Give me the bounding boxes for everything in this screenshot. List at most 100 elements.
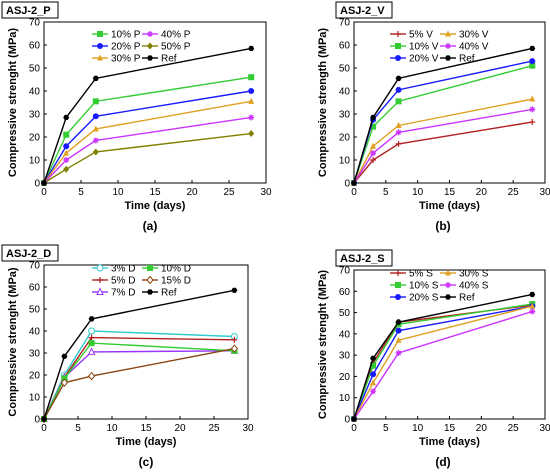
legend-label: 30% V [459, 30, 489, 41]
series-line [353, 310, 533, 420]
series-15-d [40, 344, 239, 424]
data-point [370, 355, 377, 361]
legend-swatch-marker [395, 294, 401, 300]
data-point [63, 157, 70, 163]
legend-swatch-marker [146, 275, 154, 285]
legend-label: 7% D [111, 288, 135, 299]
chart-title-border [1, 1, 59, 19]
data-point [351, 416, 357, 422]
series-line [353, 303, 533, 420]
data-point [370, 114, 377, 121]
y-tick-label: 40 [29, 327, 41, 338]
x-tick-label: 15 [444, 423, 456, 434]
y-tick-label: 0 [34, 415, 40, 426]
x-tick-label: 10 [412, 187, 424, 198]
legend-item: 5% S [390, 269, 433, 280]
data-point [63, 131, 70, 138]
series-line [353, 47, 533, 184]
legend-item: 15% D [142, 276, 191, 287]
legend-item: 40% V [440, 42, 489, 53]
x-tick-label: 25 [508, 187, 520, 198]
panel-label: (d) [435, 455, 450, 469]
data-point [395, 327, 402, 334]
chart-title-border [335, 249, 393, 267]
x-tick-label: 20 [174, 423, 186, 434]
chart-title: ASJ-2_V [340, 5, 385, 17]
y-tick-label: 0 [34, 179, 40, 190]
data-point [88, 316, 95, 322]
data-point [370, 362, 377, 369]
legend-swatch-marker [395, 55, 401, 61]
series-line [353, 305, 533, 420]
data-point [395, 75, 402, 81]
legend-label: Ref [161, 288, 177, 299]
legend-label: 40% S [459, 281, 489, 292]
legend-item: Ref [440, 293, 475, 304]
legend-swatch-marker [147, 289, 153, 295]
data-point [395, 129, 402, 136]
y-tick-label: 10 [29, 393, 41, 404]
x-tick-label: 30 [260, 187, 272, 198]
legend-swatch-marker [147, 55, 153, 61]
legend-item: 10% D [142, 264, 191, 275]
legend-swatch-marker [147, 265, 153, 271]
series-line [353, 98, 533, 184]
data-point [61, 375, 68, 382]
legend-label: 30% S [459, 269, 489, 280]
data-point [395, 319, 402, 325]
data-point [248, 74, 255, 81]
panel-label: (c) [139, 455, 154, 469]
series-line [43, 47, 252, 184]
legend-item: 20% P [92, 42, 141, 53]
series-line [43, 90, 252, 184]
y-tick-label: 20 [339, 133, 351, 144]
panel-2: 0 5 10 15 20 25 30 0 10 20 30 40 50 60 70 Time (days) Co… [317, 1, 550, 233]
legend-label: Ref [459, 293, 475, 304]
series-line [353, 121, 533, 184]
data-point [63, 165, 70, 173]
x-tick-label: 15 [149, 187, 161, 198]
legend-swatch-marker [395, 43, 401, 49]
data-point [370, 157, 377, 163]
legend-swatch-marker [97, 43, 103, 49]
data-point [87, 347, 96, 355]
series-5-s [351, 302, 536, 422]
legend-label: 10% D [161, 264, 191, 275]
y-tick-label: 70 [29, 18, 41, 29]
data-point [88, 340, 95, 347]
data-point [92, 75, 99, 81]
x-tick-label: 0 [351, 423, 357, 434]
legend-item: 20% V [390, 54, 439, 65]
legend-label: 20% S [409, 293, 439, 304]
data-point [370, 123, 377, 130]
series-line [43, 116, 252, 184]
y-tick-label: 30 [29, 110, 41, 121]
y-tick-label: 60 [29, 283, 41, 294]
data-point [529, 58, 536, 65]
chart-title-box: ASJ-2_P [1, 1, 59, 19]
data-point [248, 97, 255, 104]
x-axis-title: Time (days) [116, 436, 177, 448]
legend-swatch-marker [395, 282, 401, 288]
legend-label: Ref [459, 54, 475, 65]
data-point [231, 336, 238, 343]
x-tick-label: 0 [351, 187, 357, 198]
legend-item: 30% S [440, 269, 489, 280]
x-tick-label: 5 [78, 187, 84, 198]
legend-swatch-marker [445, 55, 451, 61]
chart-title-box: ASJ-2_D [1, 244, 59, 262]
x-tick-label: 25 [208, 423, 220, 434]
data-point [248, 130, 255, 138]
legend-swatch-marker [445, 43, 451, 49]
data-point [88, 327, 96, 335]
series-ref [351, 45, 536, 186]
series-line [43, 347, 235, 420]
data-point [92, 113, 99, 120]
legend-swatch-marker [97, 31, 103, 37]
y-tick-label: 0 [344, 415, 350, 426]
x-axis-title: Time (days) [125, 200, 186, 212]
legend-label: 40% P [161, 30, 191, 41]
series-line [353, 108, 533, 184]
series-ref [351, 291, 536, 422]
